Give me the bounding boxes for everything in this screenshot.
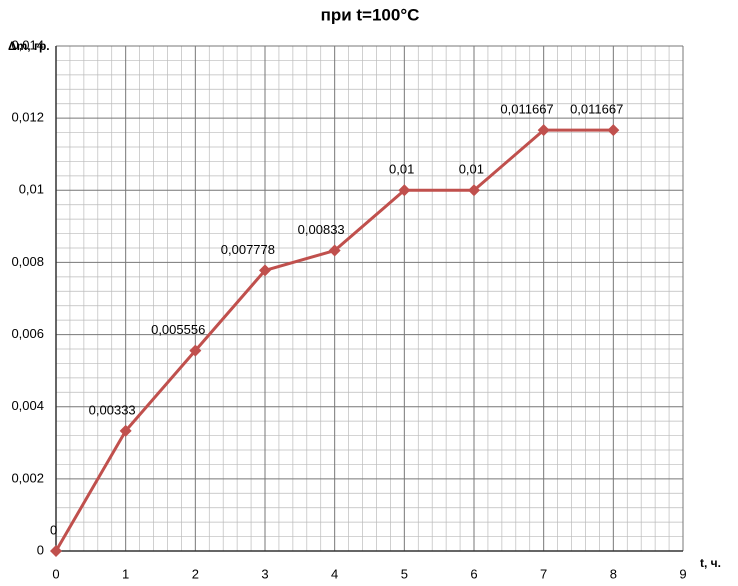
x-tick-label: 0 [52,566,59,581]
y-tick-label: 0,014 [11,37,44,52]
y-tick-label: 0,002 [11,470,44,485]
y-tick-label: 0,01 [19,182,44,197]
marker [537,124,550,137]
y-tick-label: 0,006 [11,326,44,341]
x-tick-label: 2 [192,566,199,581]
marker [50,545,62,557]
x-tick-label: 7 [540,566,547,581]
data-label: 0,011667 [500,102,553,117]
data-label: 0,011667 [570,102,623,117]
y-tick-label: 0 [37,542,44,557]
x-axis-label: t, ч. [700,556,721,570]
data-label: 0 [50,522,57,537]
y-tick-label: 0,004 [11,398,44,413]
data-label: 0,00333 [89,402,136,417]
data-label: 0,005556 [151,322,205,337]
y-axis-label: Δm, гр. [8,39,50,53]
marker [189,344,202,357]
marker [328,244,341,257]
marker [468,184,480,197]
x-tick-label: 3 [261,566,268,581]
marker [119,424,132,437]
x-tick-label: 1 [122,566,129,581]
chart-title: при t=100°C [321,5,420,24]
marker [259,264,271,277]
marker [607,124,620,137]
data-label: 0,00833 [298,222,345,237]
marker [398,184,411,197]
x-tick-label: 5 [401,566,408,581]
x-tick-label: 8 [610,566,617,581]
data-label: 0,01 [389,162,414,177]
data-label: 0,01 [459,162,484,177]
y-tick-label: 0,008 [11,254,44,269]
x-tick-label: 6 [470,566,477,581]
data-label: 0,007778 [221,242,275,257]
x-tick-label: 4 [331,566,338,581]
y-tick-label: 0,012 [11,110,44,125]
x-tick-label: 9 [679,566,686,581]
